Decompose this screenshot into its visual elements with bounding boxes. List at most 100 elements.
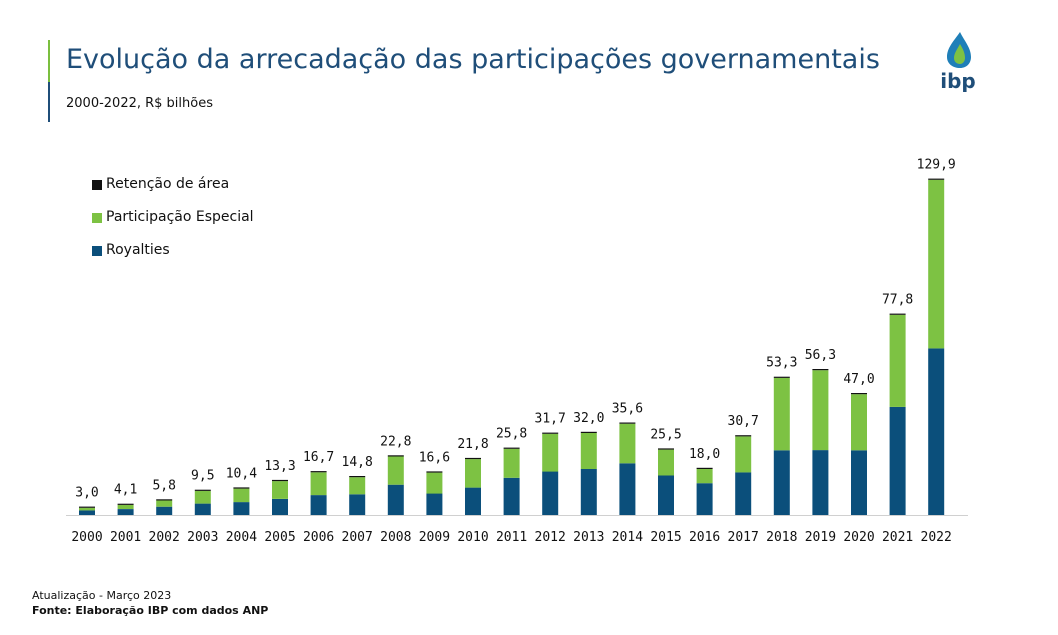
bar-retencao-area-2021 [889,313,906,315]
legend-swatch [92,246,102,256]
x-tick-label-2013: 2013 [573,530,604,545]
bar-participacao-especial-2007 [349,477,366,495]
bar-participacao-especial-2020 [851,394,867,451]
x-tick-label-2005: 2005 [264,530,295,545]
bar-retencao-area-2020 [851,393,867,395]
bar-royalties-2001 [117,509,134,515]
bar-participacao-especial-2006 [310,472,327,496]
bar-retencao-area-2009 [426,471,443,473]
bar-royalties-2000 [79,510,95,515]
bar-participacao-especial-2011 [503,448,520,478]
bar-retencao-area-2012 [542,432,559,434]
total-label-2001: 4,1 [114,483,137,498]
title-accent-bar [48,40,50,122]
bar-participacao-especial-2013 [580,433,597,469]
total-label-2010: 21,8 [457,437,488,452]
bar-retencao-area-2006 [310,471,327,473]
bar-royalties-2007 [349,494,366,515]
x-tick-label-2004: 2004 [226,530,257,545]
x-tick-label-2019: 2019 [805,530,836,545]
x-tick-label-2000: 2000 [71,530,102,545]
footer-update-note: Atualização - Março 2023 [32,589,172,602]
total-label-2017: 30,7 [728,414,759,429]
x-tick-label-2002: 2002 [149,530,180,545]
bar-retencao-area-2010 [465,457,481,460]
total-label-2004: 10,4 [226,466,257,481]
bar-royalties-2010 [465,487,481,515]
bar-royalties-2006 [310,495,327,515]
x-tick-label-2015: 2015 [650,530,681,545]
bar-retencao-area-2022 [928,178,945,180]
bar-retencao-area-2011 [503,447,520,449]
bar-participacao-especial-2022 [928,179,945,349]
bar-retencao-area-2014 [619,422,636,424]
bar-royalties-2011 [503,477,520,515]
total-label-2015: 25,5 [650,427,681,442]
total-label-2006: 16,7 [303,450,334,465]
total-label-2018: 53,3 [766,356,797,371]
x-tick-label-2014: 2014 [612,530,643,545]
bar-participacao-especial-2000 [79,507,95,511]
bar-royalties-2018 [773,450,790,515]
bar-retencao-area-2002 [156,499,173,501]
x-tick-label-2006: 2006 [303,530,334,545]
bar-participacao-especial-2009 [426,472,443,494]
bar-retencao-area-2000 [79,506,95,508]
bar-participacao-especial-2014 [619,423,636,464]
bar-participacao-especial-2010 [465,459,481,488]
bar-participacao-especial-2012 [542,433,559,472]
x-tick-label-2022: 2022 [921,530,952,545]
x-tick-label-2016: 2016 [689,530,720,545]
bar-royalties-2004 [233,502,250,515]
total-label-2014: 35,6 [612,402,643,417]
bar-royalties-2014 [619,463,636,515]
bar-royalties-2021 [889,406,906,515]
total-label-2011: 25,8 [496,427,527,442]
bar-retencao-area-2015 [658,448,674,450]
bar-participacao-especial-2017 [735,436,752,473]
total-label-2019: 56,3 [805,348,836,363]
bar-retencao-area-2004 [233,487,250,489]
bar-retencao-area-2003 [194,489,211,491]
bar-participacao-especial-2015 [658,449,674,476]
bar-royalties-2017 [735,472,752,515]
legend-label: Participação Especial [106,209,254,225]
page-subtitle: 2000-2022, R$ bilhões [66,96,213,111]
bar-royalties-2015 [658,475,674,515]
bar-retencao-area-2017 [735,435,752,437]
x-tick-label-2007: 2007 [342,530,373,545]
legend-label: Royalties [106,242,170,258]
bar-retencao-area-2016 [696,467,713,469]
x-tick-label-2003: 2003 [187,530,218,545]
bar-participacao-especial-2002 [156,500,173,507]
total-label-2000: 3,0 [75,486,98,501]
total-label-2009: 16,6 [419,450,450,465]
total-label-2022: 129,9 [917,158,956,173]
bar-royalties-2022 [928,348,945,515]
bar-participacao-especial-2005 [272,481,288,499]
bar-royalties-2009 [426,493,443,515]
x-tick-label-2021: 2021 [882,530,913,545]
legend-swatch [92,180,102,190]
bar-retencao-area-2007 [349,476,366,478]
total-label-2005: 13,3 [264,459,295,474]
bar-royalties-2012 [542,471,559,515]
bar-retencao-area-2018 [773,376,790,378]
bar-royalties-2016 [696,483,713,515]
total-label-2020: 47,0 [843,372,874,387]
bar-royalties-2002 [156,506,173,515]
bar-royalties-2003 [194,503,211,515]
bar-participacao-especial-2016 [696,469,713,484]
bar-retencao-area-2001 [117,503,134,505]
x-tick-label-2018: 2018 [766,530,797,545]
logo-text: ibp [940,69,976,92]
x-tick-label-2012: 2012 [535,530,566,545]
total-label-2008: 22,8 [380,434,411,449]
bar-royalties-2013 [580,469,597,515]
ibp-logo: ibp [940,32,976,92]
bar-participacao-especial-2021 [889,314,906,407]
x-tick-label-2017: 2017 [728,530,759,545]
bar-royalties-2005 [272,499,288,515]
bar-royalties-2008 [387,484,404,515]
